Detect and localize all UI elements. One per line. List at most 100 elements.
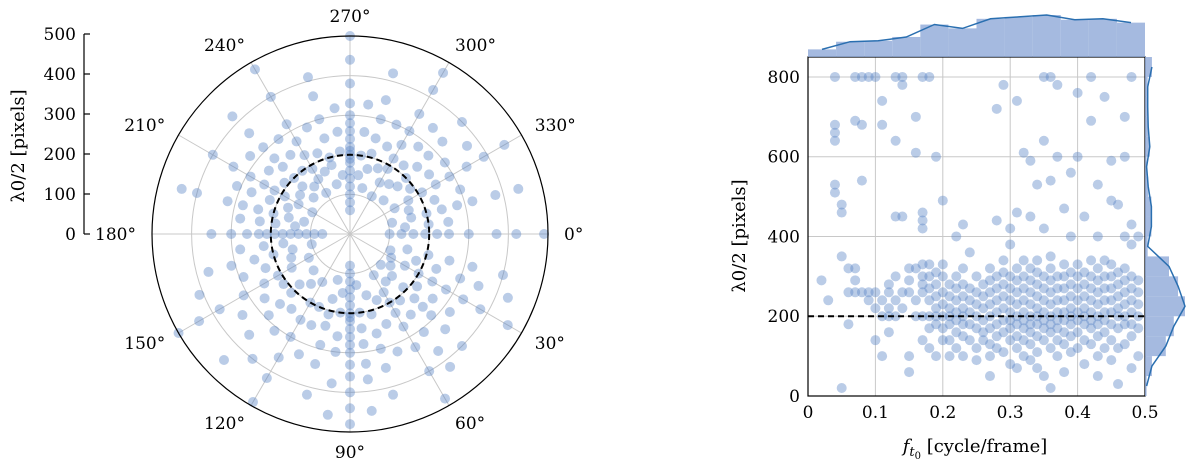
polar-point — [320, 320, 331, 331]
scatter-point — [910, 263, 921, 274]
polar-point — [387, 217, 398, 228]
polar-grid-spoke — [250, 233, 351, 406]
polar-point — [467, 196, 478, 207]
scatter-point — [1119, 111, 1130, 122]
scatter-point — [924, 71, 935, 82]
scatter-point — [964, 307, 975, 318]
scatter-point — [1126, 283, 1137, 294]
scatter-point — [829, 187, 840, 198]
scatter-point — [1119, 311, 1130, 322]
polar-point — [345, 189, 355, 200]
scatter-point — [924, 343, 935, 354]
scatter-point — [998, 279, 1009, 290]
scatter-point — [917, 223, 928, 234]
polar-point — [427, 293, 438, 304]
scatter-point — [1086, 71, 1097, 82]
polar-point — [297, 181, 308, 192]
scatter-point — [991, 283, 1002, 294]
scatter-point — [964, 335, 975, 346]
polar-point — [388, 389, 399, 400]
scatter-point — [971, 311, 982, 322]
polar-point — [378, 195, 389, 206]
polar-point — [455, 184, 466, 195]
polar-point — [265, 91, 276, 102]
polar-point — [264, 194, 275, 205]
polar-grid-spoke — [349, 62, 450, 235]
polar-point — [278, 279, 289, 290]
scatter-point — [1133, 299, 1144, 310]
scatter-point — [1086, 283, 1097, 294]
polar-point — [345, 403, 355, 414]
polar-point — [286, 287, 297, 298]
scatter-point — [1052, 295, 1063, 306]
scatter-point — [890, 271, 901, 282]
scatter-point — [1011, 275, 1022, 286]
scatter-point — [951, 295, 962, 306]
polar-point — [332, 126, 343, 137]
polar-point — [502, 320, 513, 331]
scatter-point — [1079, 211, 1090, 222]
scatter-point — [1106, 319, 1117, 330]
polar-point — [238, 272, 249, 283]
polar-point — [246, 187, 257, 198]
scatter-point — [1106, 271, 1117, 282]
scatter-point — [910, 311, 921, 322]
polar-point — [411, 255, 422, 266]
scatter-point — [991, 215, 1002, 226]
scatter-point — [1119, 339, 1130, 350]
scatter-point — [964, 247, 975, 258]
polar-point — [396, 229, 407, 239]
scatter-point — [1065, 319, 1076, 330]
scatter-point — [1038, 295, 1049, 306]
polar-point — [273, 352, 284, 363]
polar-point — [420, 229, 431, 239]
scatter-point — [877, 351, 888, 362]
scatter-point — [917, 71, 928, 82]
scatter-point — [1133, 275, 1144, 286]
scatter-point — [1011, 263, 1022, 274]
scatter-point — [937, 287, 948, 298]
x-tick-labels: 0 0.1 0.2 0.3 0.4 0.5 — [803, 403, 1159, 423]
scatter-point — [991, 271, 1002, 282]
scatter-point — [1025, 339, 1036, 350]
polar-point — [345, 284, 355, 295]
x-tick-label: 0 — [803, 403, 814, 423]
scatter-point — [1032, 179, 1043, 190]
scatter-point — [958, 279, 969, 290]
scatter-point — [1113, 303, 1124, 314]
polar-point — [374, 177, 385, 188]
scatter-point — [1011, 299, 1022, 310]
scatter-point — [1038, 323, 1049, 334]
reference-circle — [269, 153, 431, 315]
polar-point — [299, 150, 310, 161]
scatter-point — [1092, 311, 1103, 322]
x-label-subsub: 0 — [915, 451, 921, 462]
polar-point — [293, 229, 304, 239]
scatter-point — [1072, 343, 1083, 354]
scatter-point — [870, 287, 881, 298]
scatter-point — [971, 343, 982, 354]
polar-point — [345, 153, 355, 164]
scatter-point — [917, 287, 928, 298]
polar-point — [412, 161, 423, 172]
scatter-point — [931, 319, 942, 330]
polar-point — [345, 110, 355, 121]
scatter-point — [984, 339, 995, 350]
scatter-point — [1113, 291, 1124, 302]
polar-frame — [151, 35, 549, 433]
scatter-point — [1032, 347, 1043, 358]
scatter-point — [1092, 231, 1103, 242]
y-tick-label: 800 — [768, 68, 800, 88]
polar-point — [345, 133, 355, 144]
polar-point — [303, 252, 314, 263]
polar-point — [414, 108, 425, 119]
polar-point — [294, 279, 305, 290]
polar-point — [440, 324, 451, 335]
marginal-x-bar — [948, 28, 977, 57]
scatter-point — [1045, 383, 1056, 394]
polar-point — [259, 293, 270, 304]
polar-point — [351, 280, 362, 291]
scatter-point — [890, 71, 901, 82]
scatter-point — [984, 299, 995, 310]
polar-point — [306, 239, 317, 250]
